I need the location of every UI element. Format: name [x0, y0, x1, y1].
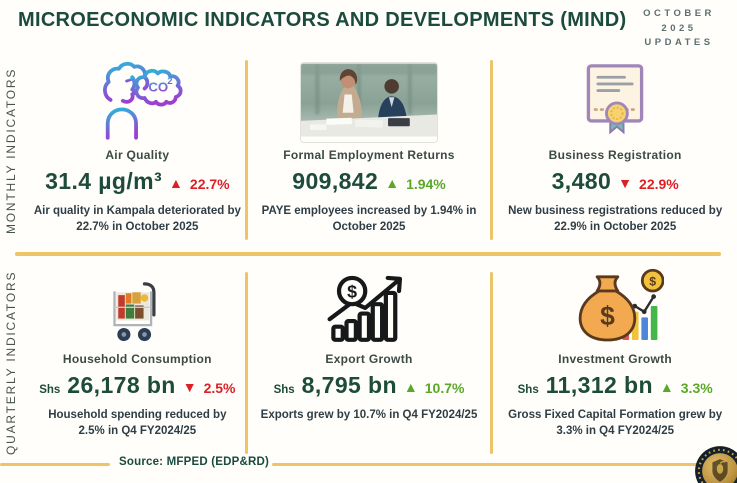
trend-arrow-icon: ▲ [169, 175, 183, 191]
card-label: Business Registration [548, 148, 682, 162]
svg-text:2: 2 [168, 76, 173, 87]
trend-percent: 22.7% [189, 176, 230, 192]
svg-text:$: $ [600, 301, 615, 331]
svg-text:$: $ [649, 274, 656, 288]
indicator-value: 11,312 bn [545, 372, 653, 398]
monthly-indicators-row: CO 2 Air Quality 31.4 µg/m³ ▲ 22.7% Air … [30, 50, 737, 248]
card-description: New business registrations reduced by 22… [508, 205, 723, 234]
export-bar-chart-icon: $ [324, 262, 414, 346]
trend-percent: 22.9% [639, 176, 679, 192]
trend-arrow-icon: ▲ [403, 379, 418, 395]
currency-prefix: Shs [39, 384, 61, 396]
air-quality-co2-icon: CO 2 [85, 50, 189, 142]
period-month: OCTOBER [643, 8, 715, 19]
trend-arrow-icon: ▲ [659, 379, 674, 395]
column-divider [489, 272, 494, 454]
quarterly-indicators-row: Household Consumption Shs 26,178 bn ▼ 2.… [30, 262, 737, 454]
card-description: Household spending reduced by 2.5% in Q4… [48, 409, 227, 438]
value-row: Shs 11,312 bn ▲ 3.3% [518, 372, 713, 399]
indicator-value: 3,480 [551, 168, 612, 194]
trend-arrow-icon: ▲ [385, 175, 400, 191]
card-description: Exports grew by 10.7% in Q4 FY2024/25 [260, 409, 478, 421]
card-label: Investment Growth [558, 352, 673, 366]
office-meeting-photo [301, 50, 438, 142]
investment-growth-card: $ $ Investment Growth Shs 11,312 bn ▲ 3.… [493, 262, 737, 454]
footer-divider-left [0, 463, 110, 466]
period-updates: UPDATES [644, 37, 714, 49]
value-row: 909,842 ▲ 1.94% [292, 168, 446, 195]
trend-arrow-icon: ▼ [182, 379, 197, 395]
card-description: Air quality in Kampala deteriorated by 2… [33, 205, 241, 234]
value-row: Shs 8,795 bn ▲ 10.7% [274, 372, 465, 399]
trend-percent: 3.3% [680, 380, 713, 396]
business-registration-card: Business Registration 3,480 ▼ 22.9% New … [493, 50, 737, 248]
indicator-value: 909,842 [292, 168, 379, 194]
quarterly-indicators-rail: QUARTERLY INDICATORS [4, 270, 18, 456]
column-divider [489, 60, 494, 240]
card-label: Air Quality [105, 148, 170, 162]
card-description: Gross Fixed Capital Formation grew by 3.… [508, 409, 723, 438]
household-consumption-card: Household Consumption Shs 26,178 bn ▼ 2.… [30, 262, 245, 454]
card-description: PAYE employees increased by 1.94% in Oct… [261, 205, 477, 234]
monthly-indicators-rail: MONTHLY INDICATORS [4, 67, 18, 235]
air-quality-card: CO 2 Air Quality 31.4 µg/m³ ▲ 22.7% Air … [30, 50, 245, 248]
svg-text:CO: CO [149, 79, 169, 94]
uganda-coat-of-arms-emblem [694, 445, 737, 483]
indicator-value: 26,178 bn [67, 372, 176, 398]
certificate-icon [577, 50, 653, 142]
formal-employment-card: Formal Employment Returns 909,842 ▲ 1.94… [248, 50, 490, 248]
source-text: Source: MFPED (EDP&RD) [119, 456, 270, 468]
indicator-value: 31.4 µg/m³ [45, 168, 163, 194]
trend-percent: 10.7% [424, 380, 465, 396]
card-label: Household Consumption [62, 352, 212, 366]
svg-text:$: $ [347, 282, 357, 302]
period-badge: OCTOBER 2025 UPDATES [627, 7, 731, 51]
period-year: 2025 [661, 22, 697, 34]
value-row: 31.4 µg/m³ ▲ 22.7% [45, 168, 230, 195]
trend-percent: 2.5% [203, 380, 236, 396]
footer-divider-right [272, 463, 700, 466]
value-row: Shs 26,178 bn ▼ 2.5% [39, 372, 235, 399]
column-divider [244, 60, 249, 240]
currency-prefix: Shs [273, 384, 295, 396]
trend-arrow-icon: ▼ [618, 175, 633, 191]
indicator-value: 8,795 bn [301, 372, 397, 398]
shopping-trolley-photo [107, 262, 167, 346]
trend-percent: 1.94% [406, 176, 446, 192]
currency-prefix: Shs [517, 384, 539, 396]
money-bag-growth-icon: $ $ [566, 262, 665, 346]
card-label: Formal Employment Returns [283, 148, 455, 162]
column-divider [244, 272, 249, 454]
page-title: MICROECONOMIC INDICATORS AND DEVELOPMENT… [18, 9, 627, 31]
row-divider [15, 252, 721, 256]
card-label: Export Growth [325, 352, 413, 366]
value-row: 3,480 ▼ 22.9% [552, 168, 679, 195]
export-growth-card: $ Export Growth Shs 8,795 bn ▲ 10.7% Exp… [248, 262, 490, 454]
